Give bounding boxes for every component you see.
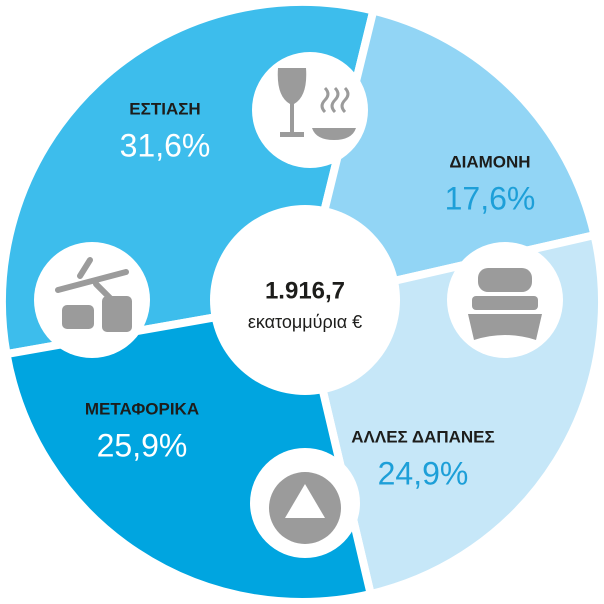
- pie-slice: [296, 5, 600, 308]
- icon-dining: [252, 52, 368, 168]
- slice-value-label: 25,9%: [97, 427, 188, 463]
- slice-label: ΔΙΑΜΟΝΗ: [449, 152, 530, 171]
- slice-label: ΕΣΤΙΑΣΗ: [129, 99, 200, 118]
- slice-label: ΜΕΤΑΦΟΡΙΚΑ: [85, 399, 199, 418]
- slice-label: ΑΛΛΕΣ ΔΑΠΑΝΕΣ: [351, 427, 494, 446]
- center-disc: [210, 205, 400, 395]
- icon-other: [250, 448, 360, 558]
- icon-transport: [34, 242, 150, 358]
- center-title: 1.916,7: [265, 277, 345, 304]
- icon-bed: [447, 242, 563, 358]
- slice-value-label: 24,9%: [378, 455, 469, 491]
- center-subtitle: εκατομμύρια €: [248, 312, 362, 332]
- slice-value-label: 17,6%: [445, 180, 536, 216]
- slice-value-label: 31,6%: [120, 127, 211, 163]
